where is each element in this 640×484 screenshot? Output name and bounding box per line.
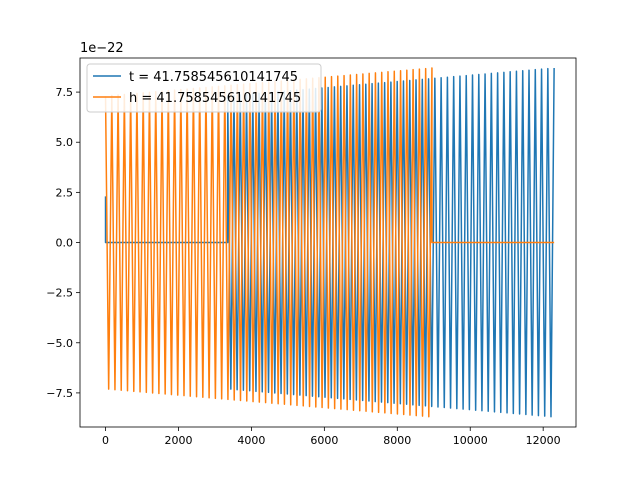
legend-label-0: t = 41.758545610141745 (129, 70, 298, 85)
x-tick-label-1: 2000 (164, 434, 192, 447)
legend-label-1: h = 41.758545610141745 (129, 91, 301, 106)
series-1 (104, 67, 555, 418)
y-tick-label-4: 2.5 (56, 186, 74, 199)
x-tick-label-4: 8000 (383, 434, 411, 447)
y-tick-label-2: −2.5 (46, 287, 73, 300)
axes-layer: 0 2000 4000 6000 8000 10000 12000 −7.5 −5.0 −2.5 0… (46, 57, 577, 447)
legend-box (86, 63, 322, 113)
x-tick-label-0: 0 (102, 434, 109, 447)
x-tick-label-2: 4000 (237, 434, 265, 447)
x-tick-label-6: 12000 (526, 434, 561, 447)
y-offset-label: 1e−22 (80, 41, 124, 56)
y-tick-label-6: 7.5 (56, 86, 74, 99)
series-layer (104, 67, 555, 418)
x-tick-label-3: 6000 (310, 434, 338, 447)
y-tick-label-3: 0.0 (56, 237, 74, 250)
y-tick-label-5: 5.0 (56, 136, 74, 149)
y-tick-label-0: −7.5 (46, 387, 73, 400)
y-tick-label-1: −5.0 (46, 337, 73, 350)
x-tick-label-5: 10000 (453, 434, 488, 447)
legend: t = 41.758545610141745 h = 41.75854561014… (86, 63, 322, 113)
series-line-1 (104, 67, 555, 418)
